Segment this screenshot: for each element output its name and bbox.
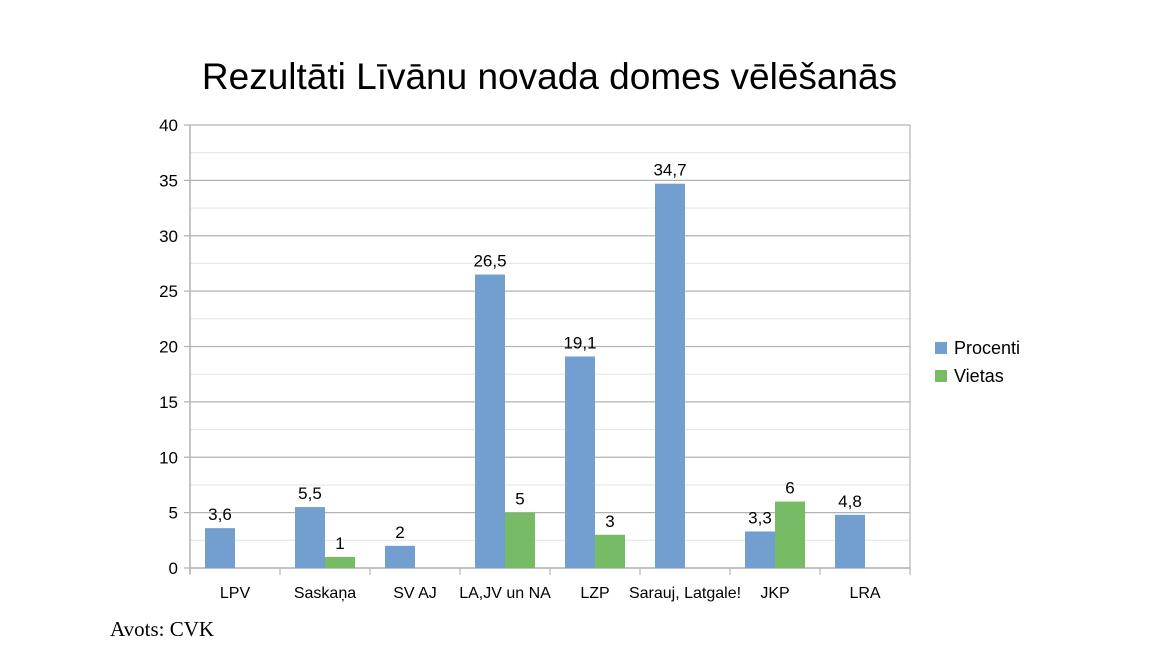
bar-procenti	[295, 507, 325, 568]
legend-label-procenti: Procenti	[954, 337, 1021, 358]
y-tick-label: 30	[159, 227, 178, 246]
y-tick-label: 25	[159, 282, 178, 301]
bar-procenti	[565, 356, 595, 568]
x-tick-label: LPV	[220, 585, 251, 602]
x-tick-label: LA,JV un NA	[459, 585, 551, 602]
data-label: 1	[335, 534, 344, 553]
legend-label-vietas: Vietas	[954, 365, 1004, 386]
y-tick-label: 35	[159, 171, 178, 190]
data-label: 3	[605, 512, 614, 531]
bar-procenti	[655, 183, 685, 568]
chart-legend: Procenti Vietas	[935, 334, 1020, 390]
data-label: 5,5	[298, 484, 322, 503]
data-label: 5	[515, 490, 524, 509]
x-tick-label: Saskaņa	[294, 585, 356, 602]
bar-procenti	[835, 514, 865, 568]
data-label: 34,7	[653, 161, 686, 180]
bar-procenti	[385, 545, 415, 568]
data-label: 6	[785, 479, 794, 498]
data-label: 4,8	[838, 492, 862, 511]
y-tick-label: 5	[169, 504, 178, 523]
bar-procenti	[745, 531, 775, 568]
bar-vietas	[775, 501, 805, 568]
data-label: 3,3	[748, 508, 772, 527]
y-tick-label: 0	[169, 559, 178, 578]
x-tick-label: Sarauj, Latgale!	[629, 585, 741, 602]
x-tick-label: SV AJ	[393, 585, 437, 602]
y-tick-label: 15	[159, 393, 178, 412]
bar-procenti	[475, 274, 505, 568]
legend-swatch-vietas	[935, 370, 947, 382]
bar-procenti	[205, 528, 235, 568]
legend-swatch-procenti	[935, 342, 947, 354]
data-label: 19,1	[563, 333, 596, 352]
x-tick-label: LZP	[580, 585, 609, 602]
bar-vietas	[325, 556, 355, 568]
legend-item-procenti: Procenti	[935, 334, 1020, 362]
x-tick-label: LRA	[849, 585, 880, 602]
bar-vietas	[595, 534, 625, 568]
data-label: 3,6	[208, 505, 232, 524]
legend-item-vietas: Vietas	[935, 362, 1020, 390]
y-tick-label: 10	[159, 448, 178, 467]
chart-title: Rezultāti Līvānu novada domes vēlēšanās	[201, 56, 898, 97]
data-label: 26,5	[473, 252, 506, 271]
data-label: 2	[395, 523, 404, 542]
y-tick-label: 20	[159, 338, 178, 357]
source-note: Avots: CVK	[110, 617, 215, 641]
y-tick-label: 40	[159, 116, 178, 135]
bar-vietas	[505, 512, 535, 568]
x-tick-label: JKP	[760, 585, 789, 602]
